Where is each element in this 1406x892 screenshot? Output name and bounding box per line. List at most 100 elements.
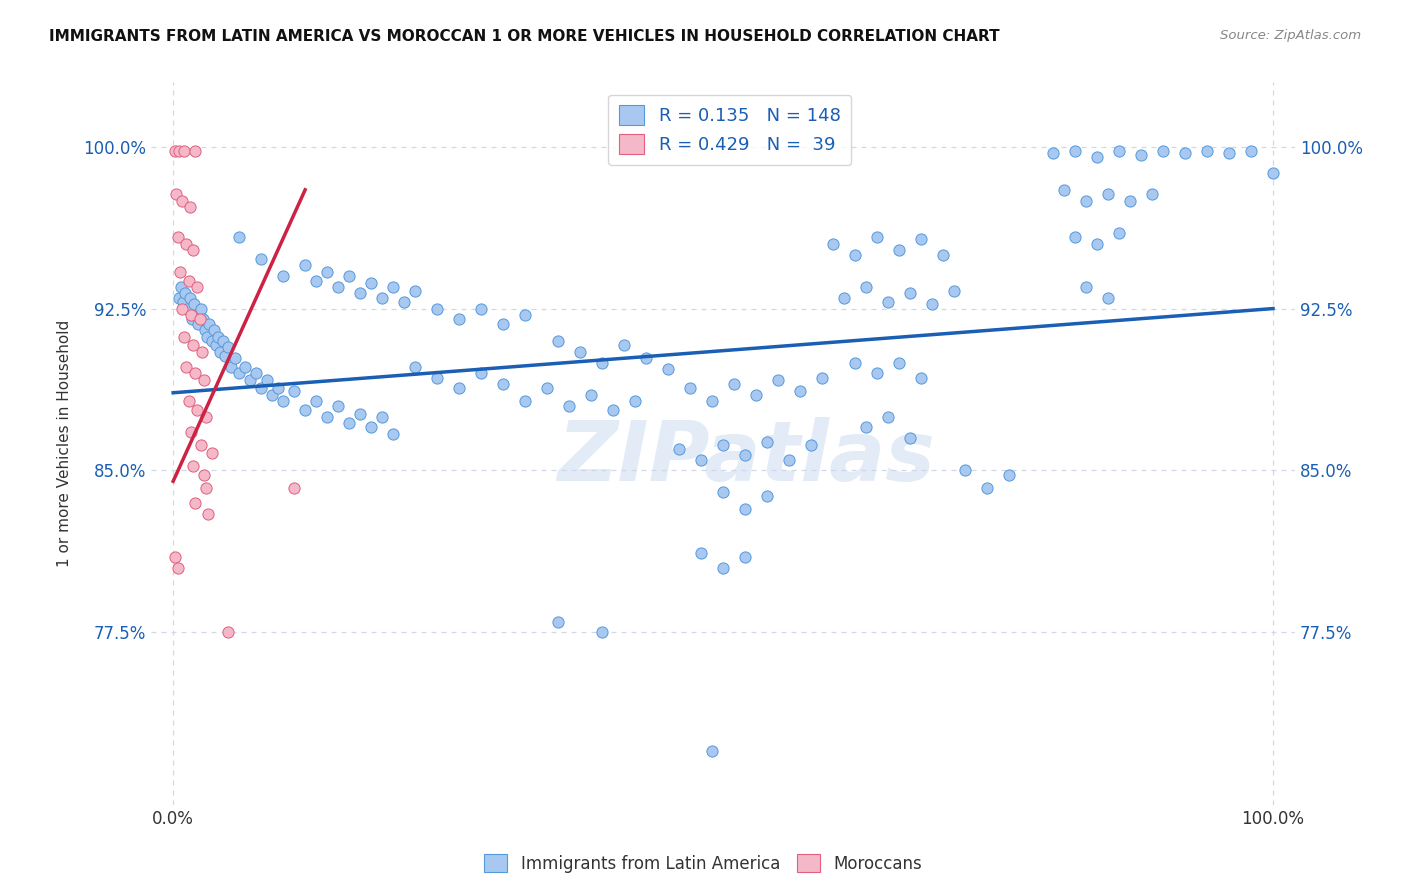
Point xyxy=(283,384,305,398)
Point xyxy=(976,481,998,495)
Point xyxy=(207,329,229,343)
Point xyxy=(1042,146,1064,161)
Point xyxy=(271,269,294,284)
Point xyxy=(179,200,201,214)
Point xyxy=(177,273,200,287)
Point xyxy=(176,236,198,251)
Point xyxy=(756,489,779,503)
Point xyxy=(183,297,205,311)
Point xyxy=(756,435,779,450)
Point xyxy=(811,370,834,384)
Point xyxy=(932,247,955,261)
Point xyxy=(766,373,789,387)
Point xyxy=(866,230,889,244)
Point xyxy=(1152,144,1174,158)
Point xyxy=(195,329,218,343)
Point xyxy=(734,549,756,564)
Point xyxy=(602,403,624,417)
Point xyxy=(657,362,679,376)
Point xyxy=(166,560,188,574)
Point xyxy=(1195,144,1218,158)
Point xyxy=(1064,230,1087,244)
Legend: R = 0.135   N = 148, R = 0.429   N =  39: R = 0.135 N = 148, R = 0.429 N = 39 xyxy=(607,95,851,165)
Point xyxy=(233,359,256,374)
Point xyxy=(198,317,221,331)
Point xyxy=(745,388,768,402)
Point xyxy=(426,370,449,384)
Point xyxy=(228,367,250,381)
Point xyxy=(910,370,932,384)
Point xyxy=(174,286,197,301)
Point xyxy=(1053,183,1076,197)
Point xyxy=(181,459,204,474)
Point xyxy=(371,291,394,305)
Point xyxy=(382,426,405,441)
Point xyxy=(711,485,734,500)
Point xyxy=(591,355,613,369)
Text: Source: ZipAtlas.com: Source: ZipAtlas.com xyxy=(1220,29,1361,42)
Point xyxy=(624,394,647,409)
Point xyxy=(778,452,800,467)
Point xyxy=(723,377,745,392)
Point xyxy=(294,259,316,273)
Point xyxy=(1064,144,1087,158)
Point xyxy=(382,280,405,294)
Point xyxy=(316,409,339,424)
Point xyxy=(823,236,845,251)
Point xyxy=(360,420,382,434)
Point xyxy=(173,144,195,158)
Point xyxy=(1097,187,1119,202)
Point xyxy=(371,409,394,424)
Point xyxy=(186,403,208,417)
Point xyxy=(1218,146,1240,161)
Point xyxy=(172,295,194,310)
Point xyxy=(337,269,360,284)
Text: ZIPatlas: ZIPatlas xyxy=(557,417,935,499)
Point xyxy=(190,344,212,359)
Point xyxy=(711,437,734,451)
Text: IMMIGRANTS FROM LATIN AMERICA VS MOROCCAN 1 OR MORE VEHICLES IN HOUSEHOLD CORREL: IMMIGRANTS FROM LATIN AMERICA VS MOROCCA… xyxy=(49,29,1000,44)
Point xyxy=(426,301,449,316)
Point xyxy=(294,403,316,417)
Point xyxy=(245,367,267,381)
Point xyxy=(1130,148,1153,162)
Point xyxy=(179,291,201,305)
Point xyxy=(1074,280,1097,294)
Point xyxy=(305,394,328,409)
Point xyxy=(209,344,232,359)
Point xyxy=(187,317,209,331)
Point xyxy=(513,394,536,409)
Point xyxy=(250,381,273,395)
Point xyxy=(855,280,877,294)
Point xyxy=(181,244,204,258)
Point xyxy=(239,373,262,387)
Point xyxy=(201,334,224,348)
Point xyxy=(262,388,284,402)
Point xyxy=(921,297,943,311)
Point xyxy=(1097,291,1119,305)
Point xyxy=(887,244,910,258)
Point xyxy=(866,367,889,381)
Point xyxy=(190,437,212,451)
Point xyxy=(201,446,224,460)
Point xyxy=(194,323,217,337)
Legend: Immigrants from Latin America, Moroccans: Immigrants from Latin America, Moroccans xyxy=(477,847,929,880)
Point xyxy=(558,399,581,413)
Point xyxy=(193,373,215,387)
Point xyxy=(266,381,288,395)
Point xyxy=(470,301,492,316)
Point xyxy=(165,144,187,158)
Point xyxy=(877,295,900,310)
Point xyxy=(1074,194,1097,208)
Point xyxy=(492,317,515,331)
Point xyxy=(613,338,636,352)
Point xyxy=(998,467,1021,482)
Point xyxy=(180,425,202,439)
Y-axis label: 1 or more Vehicles in Household: 1 or more Vehicles in Household xyxy=(58,320,72,567)
Point xyxy=(202,323,225,337)
Point xyxy=(591,625,613,640)
Point xyxy=(668,442,690,456)
Point xyxy=(169,265,191,279)
Point xyxy=(191,312,214,326)
Point xyxy=(283,481,305,495)
